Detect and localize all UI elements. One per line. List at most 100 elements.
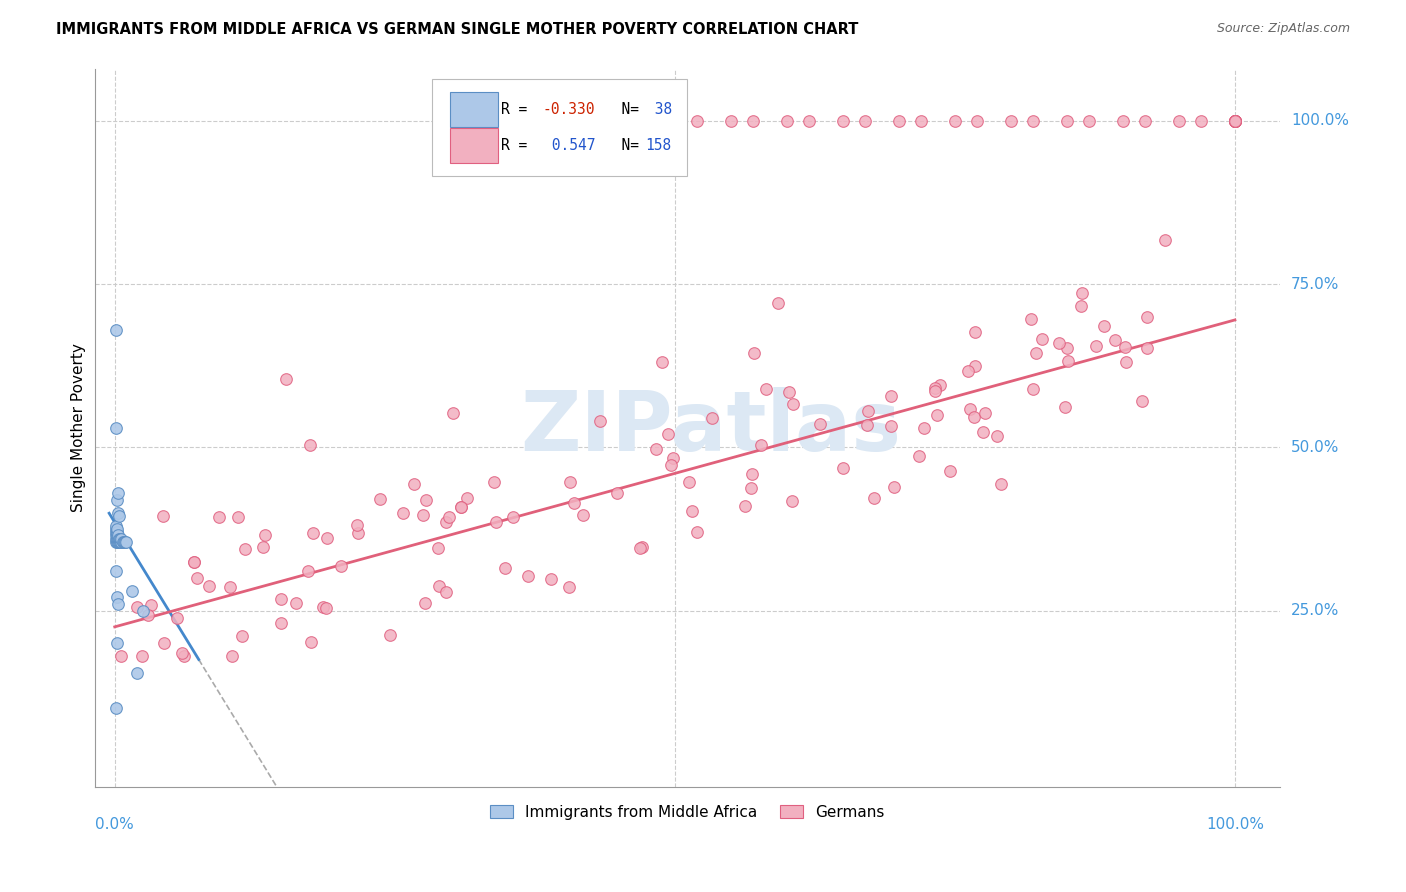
Point [963,409,986,424]
Text: 0.547: 0.547 [543,138,595,153]
Point [880,418,903,433]
Point [110,532,132,546]
Text: 75.0%: 75.0% [1291,277,1339,292]
Point [630,540,652,554]
Point [1167,113,1189,128]
Point [1223,113,1246,128]
Point [659,458,682,473]
Text: 25.0%: 25.0% [1291,603,1339,618]
Point [910,113,932,128]
Point [924,384,946,398]
Point [107,535,129,549]
Point [1056,341,1078,355]
Point [110,532,132,546]
Point [662,451,685,466]
Point [657,427,679,442]
Point [226,510,249,524]
Point [104,535,127,549]
Point [558,580,581,594]
Text: 38: 38 [645,102,672,117]
Point [744,346,766,360]
Point [858,404,880,418]
Point [564,496,586,510]
Point [413,596,436,610]
Point [253,528,276,542]
Point [121,583,143,598]
Point [172,646,194,660]
Point [925,408,948,422]
Text: 100.0%: 100.0% [1291,113,1348,128]
Point [108,535,131,549]
Point [928,378,950,392]
Point [517,568,540,582]
Point [853,113,876,128]
Point [681,504,703,518]
Point [780,494,803,508]
FancyBboxPatch shape [450,128,498,162]
Point [312,600,335,615]
Point [990,477,1012,491]
Point [233,541,256,556]
Point [924,380,946,394]
Point [378,628,401,642]
Point [450,500,472,515]
Point [1223,113,1246,128]
Point [1031,332,1053,346]
Point [776,113,799,128]
Point [651,355,673,369]
Text: N=: N= [605,102,648,117]
Point [115,535,138,549]
Point [104,525,127,540]
FancyBboxPatch shape [450,92,498,127]
Point [972,425,994,439]
Point [412,508,434,523]
Point [742,113,765,128]
Point [831,461,853,475]
Point [883,480,905,494]
Point [297,564,319,578]
Point [450,500,472,514]
Point [302,525,325,540]
Point [912,421,935,435]
Point [1223,113,1246,128]
Point [1056,113,1078,128]
Point [183,555,205,569]
Point [105,525,128,540]
Point [628,541,651,555]
Point [831,113,853,128]
Point [959,402,981,417]
Point [686,113,709,128]
Point [1114,340,1136,354]
Text: R =: R = [501,138,536,153]
Point [1000,113,1022,128]
Point [316,531,339,545]
Point [957,364,980,378]
Point [1135,113,1157,128]
Point [734,499,756,513]
Point [879,389,901,403]
Point [218,580,240,594]
Point [427,541,450,556]
Point [589,414,612,428]
Point [107,597,129,611]
Text: IMMIGRANTS FROM MIDDLE AFRICA VS GERMAN SINGLE MOTHER POVERTY CORRELATION CHART: IMMIGRANTS FROM MIDDLE AFRICA VS GERMAN … [56,22,859,37]
Point [110,649,132,664]
Point [105,535,128,549]
Point [502,510,524,524]
Point [104,518,127,533]
Point [125,600,148,615]
Point [105,532,128,546]
Point [808,417,831,431]
Point [107,486,129,500]
Point [1130,393,1153,408]
Point [1136,341,1159,355]
Point [1223,113,1246,128]
Point [1223,113,1246,128]
Point [1078,113,1101,128]
Point [1115,355,1137,369]
Point [1223,113,1246,128]
Point [1047,336,1070,351]
Point [198,579,221,593]
Point [678,475,700,489]
Point [276,371,298,385]
